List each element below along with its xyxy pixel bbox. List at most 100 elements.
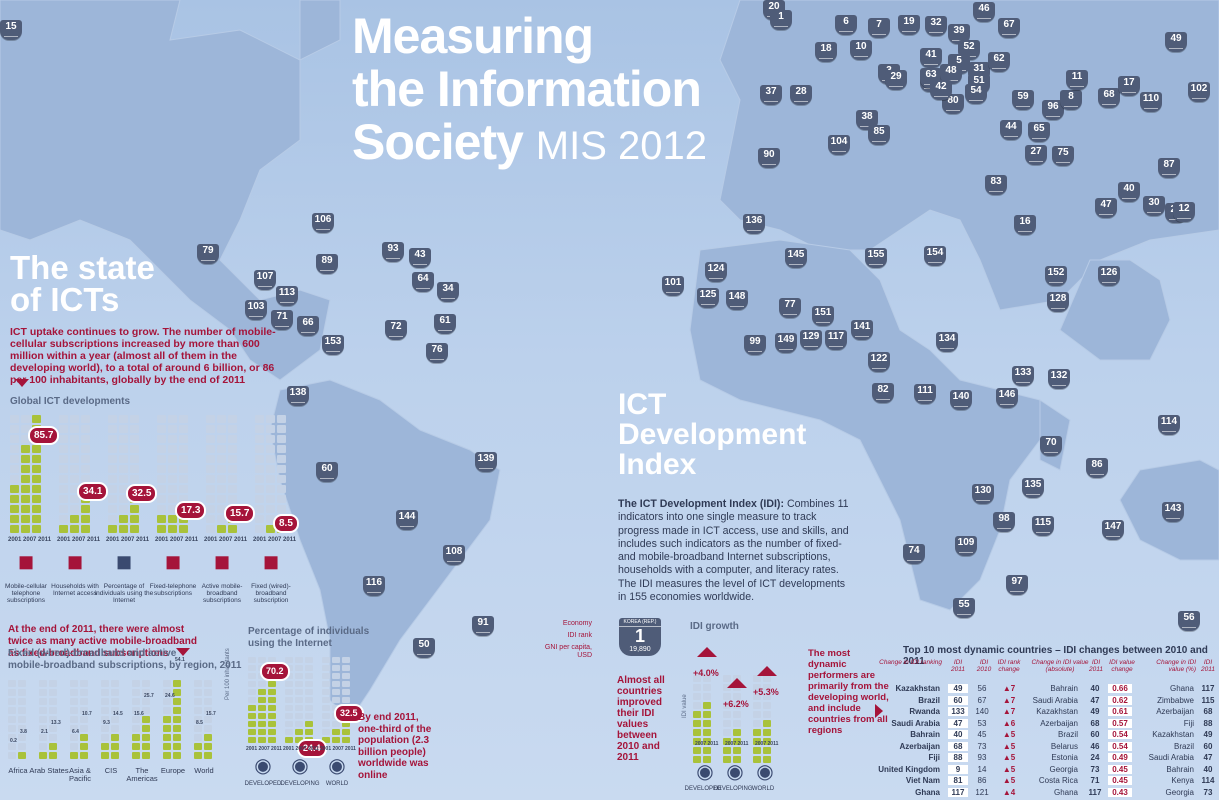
grid-cell — [32, 415, 41, 423]
grid-cell — [217, 485, 226, 493]
col-header: IDI 2011 — [1201, 659, 1215, 673]
col-header: IDI 2011 — [951, 659, 965, 673]
idi-2011: 9 — [948, 764, 968, 774]
grid-cell — [130, 525, 139, 533]
map-pin: 67 — [998, 18, 1020, 38]
grid-cell — [142, 734, 150, 741]
rank-change: ▲5 — [1002, 776, 1016, 785]
grid-cell — [70, 525, 79, 533]
grid-cell — [101, 734, 109, 741]
grid-cell — [723, 756, 731, 763]
map-pin: 17 — [1118, 76, 1140, 96]
grid-cell — [8, 716, 16, 723]
value-badge: 34.1 — [77, 482, 109, 501]
map-pin: 43 — [409, 248, 431, 268]
grid-cell — [703, 711, 711, 718]
map-pin: 46 — [973, 2, 995, 22]
grid-cell — [101, 752, 109, 759]
grid-cell — [228, 465, 237, 473]
grid-cell — [81, 515, 90, 523]
map-pin: 116 — [363, 576, 385, 596]
value-label: 25.7 — [144, 693, 154, 699]
grid-cell — [70, 716, 78, 723]
map-pin: 153 — [322, 335, 344, 355]
idi-2010: 121 — [975, 787, 989, 797]
year-labels: 2001 2007 2011 — [106, 537, 150, 543]
north-america-land — [0, 0, 331, 381]
grid-cell — [10, 525, 19, 533]
grid-cell — [342, 729, 350, 735]
grid-cell — [763, 675, 771, 682]
grid-cell — [142, 698, 150, 705]
grid-cell — [39, 734, 47, 741]
grid-cell — [277, 455, 286, 463]
grid-cell — [101, 743, 109, 750]
arrow-up-icon — [757, 666, 777, 676]
country-name: Kazakhstan — [1036, 707, 1078, 716]
map-pin: 107 — [254, 270, 276, 290]
idi-2011: 60 — [1203, 741, 1213, 751]
idi-growth-title: IDI growth — [690, 621, 739, 632]
idi-2011: 40 — [1090, 684, 1100, 693]
grid-cell — [119, 505, 128, 513]
country-name: Saudi Arabia — [891, 718, 940, 728]
grid-cell — [81, 505, 90, 513]
value-badge: 17.3 — [175, 501, 207, 520]
grid-cell — [168, 445, 177, 453]
grid-cell — [753, 738, 761, 745]
grid-cell — [142, 743, 150, 750]
grid-cell — [295, 729, 303, 735]
map-pin: 103 — [245, 300, 267, 320]
fixed-title: Fixed (wired)-broadband and active mobil… — [8, 648, 241, 672]
grid-cell — [206, 515, 215, 523]
map-pin: 114 — [1158, 415, 1180, 435]
map-pin: 152 — [1045, 266, 1067, 286]
idi-2011: 68 — [1090, 718, 1100, 728]
country-name: Fiji — [1183, 718, 1194, 728]
year-labels: 2007 2011 — [755, 741, 779, 747]
idi-2010: 56 — [977, 684, 987, 693]
group-name: DEVELOPED — [244, 781, 282, 787]
grid-cell — [10, 455, 19, 463]
grid-cell — [21, 455, 30, 463]
grid-cell — [70, 425, 79, 433]
grid-cell — [204, 689, 212, 696]
grid-cell — [32, 475, 41, 483]
grid-cell — [163, 725, 171, 732]
idi-2011: 133 — [948, 707, 968, 716]
idi-2011: 60 — [1090, 730, 1100, 739]
rank-change: ▲7 — [1002, 707, 1016, 716]
grid-cell — [10, 495, 19, 503]
map-pin: 85 — [868, 125, 890, 145]
idi-heading: ICT Development Index — [618, 390, 806, 480]
country-name: Bahrain — [1166, 764, 1194, 774]
grid-cell — [258, 729, 266, 735]
grid-cell — [32, 525, 41, 533]
grid-cell — [258, 689, 266, 695]
grid-cell — [108, 455, 117, 463]
grid-cell — [295, 657, 303, 663]
grid-cell — [753, 684, 761, 691]
grid-cell — [194, 689, 202, 696]
country-name: Costa Rica — [1038, 776, 1078, 785]
map-pin: 101 — [662, 276, 684, 296]
map-pin: 135 — [1022, 478, 1044, 498]
grid-cell — [277, 445, 286, 453]
grid-cell — [277, 485, 286, 493]
grid-cell — [285, 657, 293, 663]
state-heading: The state of ICTs — [10, 251, 155, 316]
grid-cell — [130, 415, 139, 423]
group-name: WORLD — [325, 781, 349, 787]
grid-cell — [142, 707, 150, 714]
grid-cell — [130, 515, 139, 523]
grid-cell — [49, 743, 57, 750]
grid-cell — [322, 721, 330, 727]
internet-y-label: Per 100 inhabitants — [225, 648, 231, 700]
country-name: Ghana — [915, 787, 940, 797]
map-pin: 93 — [382, 242, 404, 262]
grid-cell — [305, 713, 313, 719]
grid-cell — [295, 697, 303, 703]
grid-cell — [723, 729, 731, 736]
grid-cell — [21, 445, 30, 453]
grid-cell — [266, 435, 275, 443]
